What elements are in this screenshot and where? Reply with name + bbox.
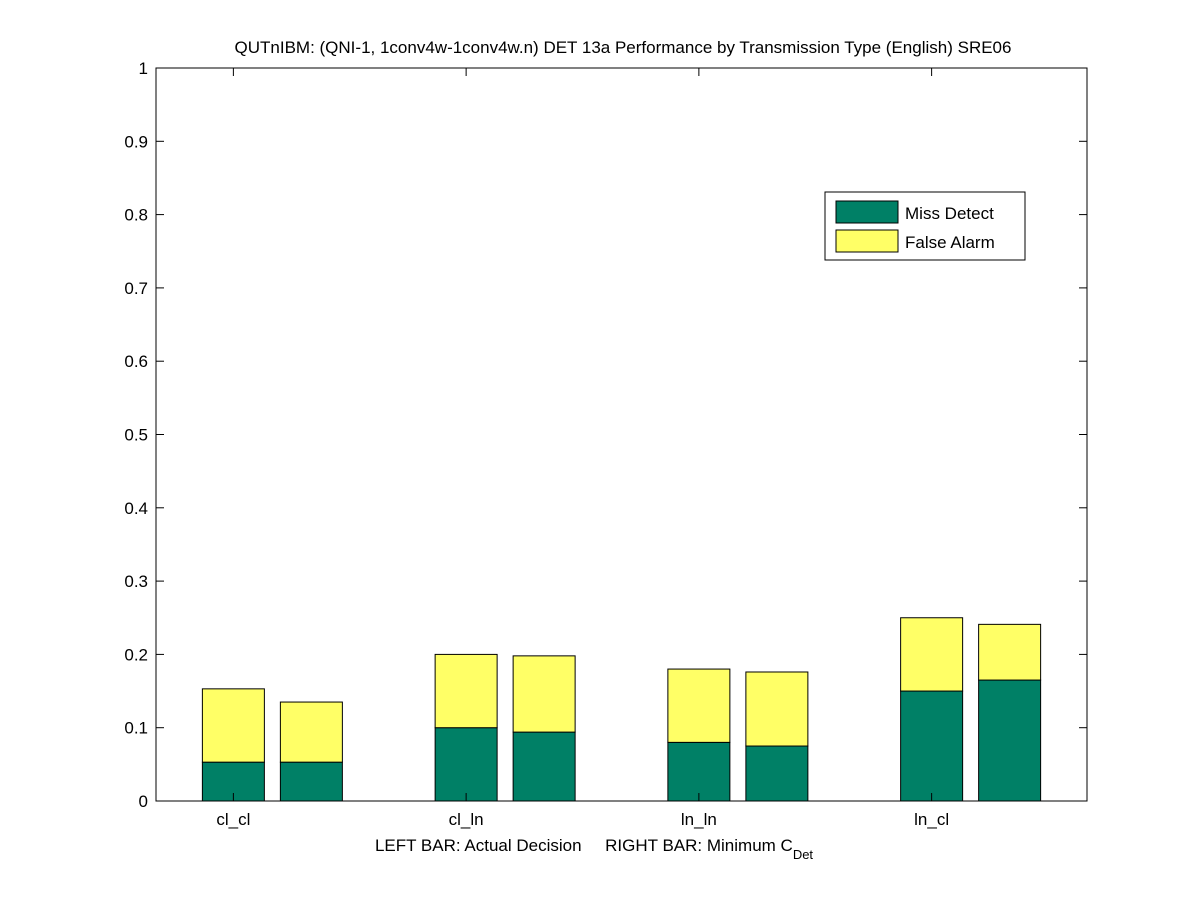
x-tick-label: ln_cl	[914, 810, 949, 829]
bar-right-false-alarm-cl_cl	[279, 701, 343, 763]
x-axis-label-main: LEFT BAR: Actual Decision RIGHT BAR: Min…	[375, 836, 793, 855]
y-tick-label: 0.3	[124, 572, 148, 591]
bar-left-miss-detect-ln_cl	[900, 690, 964, 802]
bar-left-miss-detect-ln_ln	[667, 741, 731, 802]
bar-right-miss-detect-cl_ln	[512, 731, 576, 802]
y-tick-label: 0.8	[124, 206, 148, 225]
y-tick-label: 0.1	[124, 719, 148, 738]
y-tick-label: 0.5	[124, 426, 148, 445]
bar-right-miss-detect-ln_cl	[978, 679, 1042, 802]
y-tick-label: 1	[139, 59, 148, 78]
legend-swatch-false-alarm	[835, 229, 899, 253]
bar-right-false-alarm-cl_ln	[512, 655, 576, 733]
y-tick-label: 0.2	[124, 645, 148, 664]
bar-left-miss-detect-cl_ln	[434, 727, 498, 802]
legend-label-false-alarm: False Alarm	[905, 233, 995, 252]
y-tick-label: 0.4	[124, 499, 148, 518]
x-tick-label: cl_cl	[216, 810, 250, 829]
bar-left-false-alarm-cl_cl	[201, 688, 265, 763]
bar-left-false-alarm-cl_ln	[434, 653, 498, 729]
y-tick-label: 0.7	[124, 279, 148, 298]
legend-label-miss-detect: Miss Detect	[905, 204, 994, 223]
y-tick-label: 0	[139, 792, 148, 811]
bar-right-miss-detect-ln_ln	[745, 745, 809, 802]
bar-right-miss-detect-cl_cl	[279, 761, 343, 802]
x-axis-label-subscript: Det	[793, 847, 814, 862]
x-tick-label: ln_ln	[681, 810, 717, 829]
legend: Miss Detect False Alarm	[824, 191, 1026, 261]
y-tick-label: 0.6	[124, 352, 148, 371]
legend-swatch-miss-detect	[835, 200, 899, 224]
x-axis-label: LEFT BAR: Actual Decision RIGHT BAR: Min…	[375, 836, 813, 862]
bar-right-false-alarm-ln_ln	[745, 671, 809, 747]
y-tick-label: 0.9	[124, 132, 148, 151]
bar-left-false-alarm-ln_cl	[900, 617, 964, 692]
bar-left-false-alarm-ln_ln	[667, 668, 731, 743]
bar-right-false-alarm-ln_cl	[978, 623, 1042, 681]
chart-title: QUTnIBM: (QNI-1, 1conv4w-1conv4w.n) DET …	[235, 38, 1012, 57]
x-tick-label: cl_ln	[449, 810, 484, 829]
